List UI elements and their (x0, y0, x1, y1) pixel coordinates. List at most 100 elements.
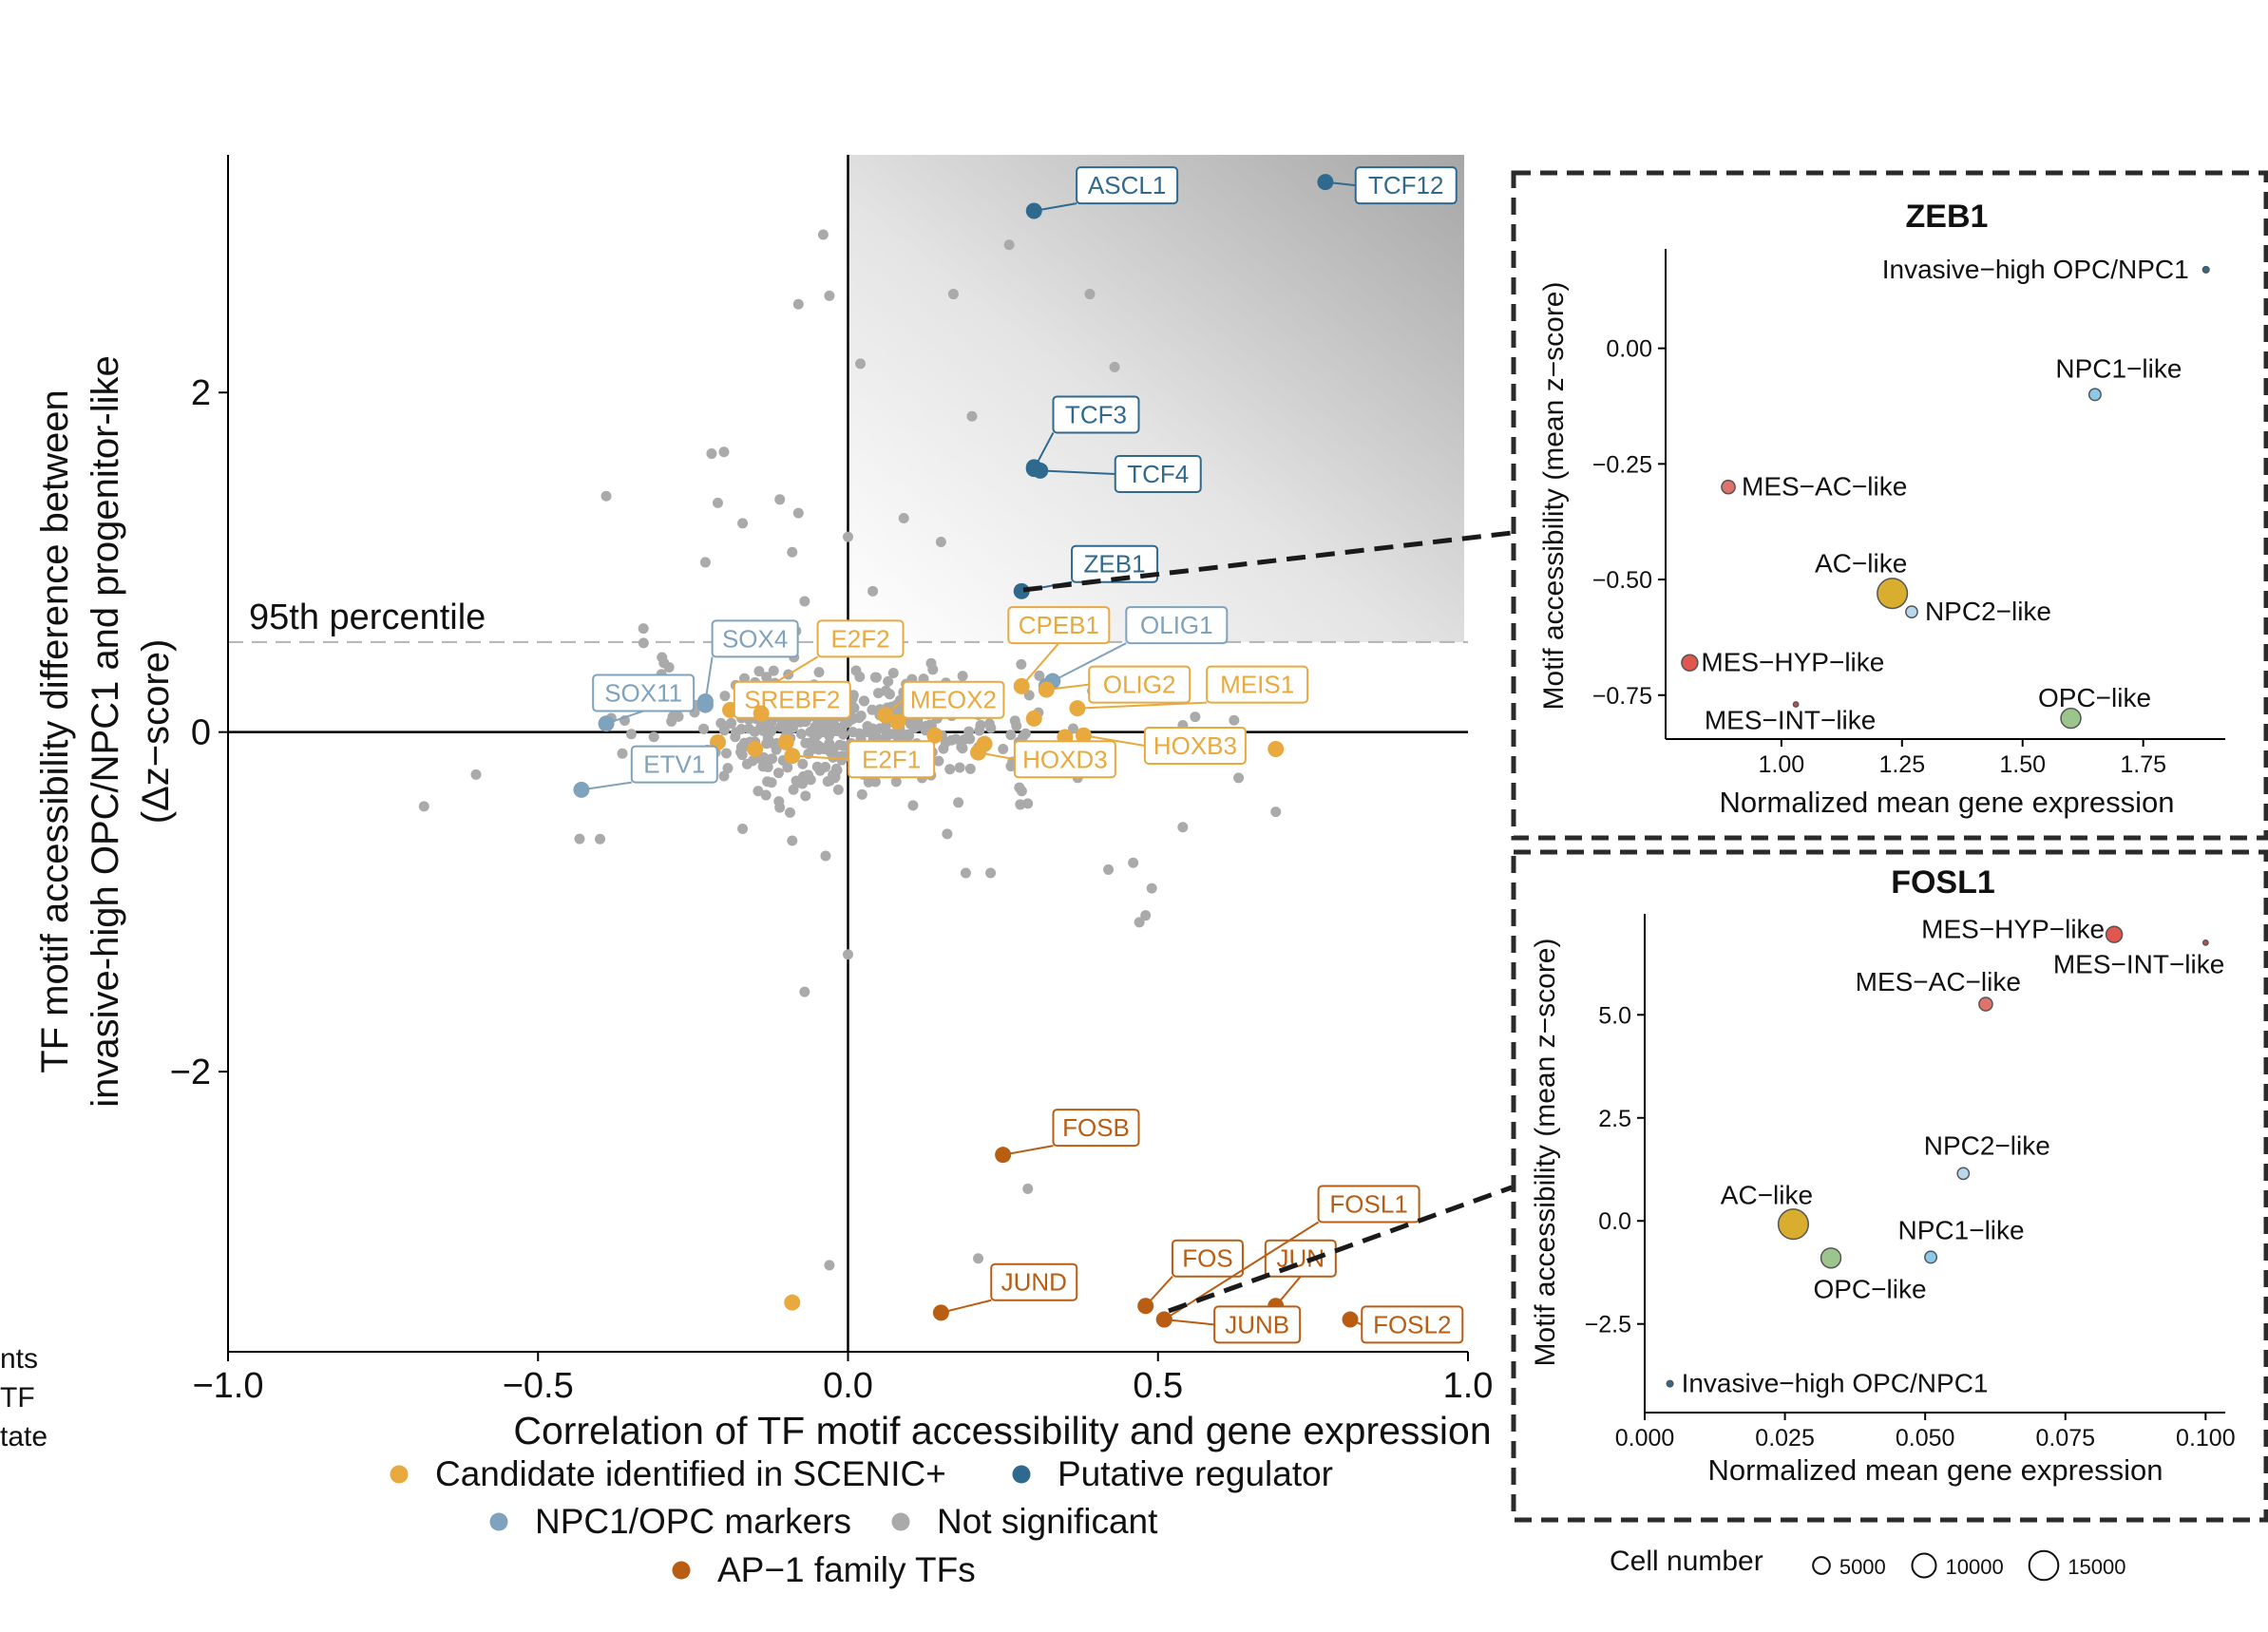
ns-point (1022, 1183, 1034, 1194)
ns-point (753, 666, 765, 677)
ns-point (935, 536, 946, 547)
ns-point (820, 850, 831, 862)
ns-point (883, 675, 894, 687)
inset-point (1978, 996, 1993, 1012)
ns-point (828, 769, 839, 780)
inset-point (1877, 578, 1909, 610)
y-title-line-1: TF motif accessibility difference betwee… (34, 389, 76, 1073)
inset-point-label: NPC2−like (1925, 597, 2051, 626)
leader-line (791, 754, 849, 761)
left-fragment-1: nts (0, 1343, 38, 1375)
ns-point (743, 723, 754, 734)
ap1-point (932, 1304, 949, 1321)
ns-point (924, 719, 936, 731)
ns-point (625, 729, 637, 740)
ns-point (574, 833, 585, 844)
ns-point (887, 729, 899, 740)
ns-point (944, 764, 956, 775)
ns-point (788, 784, 799, 795)
inset-point-label: AC−like (1815, 549, 1907, 579)
ns-point (983, 718, 995, 730)
ns-point (1084, 289, 1096, 300)
ns-point (1022, 798, 1034, 809)
ns-point (843, 531, 853, 542)
main-plot: 95th percentile ASCL1 TCF12 TCF3 TCF4 ZEB1 SO… (34, 155, 1493, 1589)
ns-point (470, 769, 482, 780)
ns-point (1023, 690, 1035, 701)
y-title-line-3: (Δz−score) (135, 639, 177, 825)
ns-point (799, 986, 810, 997)
point-label-tcf4: TCF4 (1127, 460, 1189, 488)
ns-point (954, 762, 965, 773)
ns-point (1233, 772, 1245, 784)
ns-point (872, 688, 884, 699)
point-label-jund: JUND (1001, 1268, 1067, 1297)
fosl1-x-axis-title: Normalized mean gene expression (1707, 1453, 2163, 1487)
ns-point (720, 748, 732, 759)
ns-point (838, 729, 849, 740)
left-fragment-2: TF (0, 1382, 35, 1414)
candidate-point (784, 1294, 801, 1311)
left-fragment-3: tate (0, 1421, 48, 1452)
legend-swatch-marker (489, 1512, 508, 1531)
percentile-label: 95th percentile (249, 598, 486, 637)
ap1-point (1342, 1311, 1359, 1328)
label-box (816, 619, 905, 658)
label-box (592, 674, 696, 712)
inset-y-tick-label: 5.0 (1598, 1002, 1631, 1029)
candidate-point (926, 727, 943, 744)
ns-point (738, 737, 750, 749)
inset-point (2201, 265, 2210, 274)
ns-point (718, 446, 730, 458)
inset-point-label: Invasive−high OPC/NPC1 (1682, 1369, 1989, 1398)
label-box (1071, 544, 1159, 583)
ns-point (856, 788, 867, 800)
inset-point (1777, 1208, 1810, 1241)
putative-point (1013, 582, 1030, 599)
putative-point (1025, 202, 1042, 219)
ns-point (1005, 761, 1017, 772)
inset-x-tick-label: 1.75 (2120, 751, 2166, 778)
inset-point-label: NPC1−like (1898, 1215, 2025, 1244)
label-box (902, 680, 1005, 719)
candidate-point (784, 748, 801, 765)
candidate-point (753, 705, 770, 722)
ns-point (953, 797, 964, 808)
point-label-fos: FOS (1182, 1244, 1232, 1273)
ns-point (820, 761, 831, 772)
ns-point (887, 667, 899, 678)
point-label-e2f1: E2F1 (862, 745, 921, 773)
inset-x-tick-label: 1.50 (1999, 751, 2046, 778)
ns-point (1190, 712, 1201, 723)
point-label-sox4: SOX4 (722, 624, 788, 653)
ns-point (975, 719, 986, 731)
ns-point (813, 667, 825, 678)
ns-point (773, 796, 785, 807)
ns-point (964, 763, 976, 774)
candidate-point (877, 707, 894, 724)
x-tick-label: 0.5 (1133, 1366, 1183, 1406)
inset-y-tick-label: −0.25 (1592, 451, 1652, 478)
ns-point (762, 732, 773, 744)
leader-line (1002, 1145, 1054, 1156)
inset-point (1666, 1379, 1674, 1388)
ns-point (898, 512, 909, 523)
ns-point (774, 494, 786, 505)
ns-point (855, 358, 867, 370)
ns-point (869, 672, 881, 683)
inset-y-tick-label: 0.0 (1598, 1208, 1631, 1235)
label-box (990, 1262, 1078, 1301)
inset-point-label: MES−HYP−like (1701, 648, 1884, 677)
legend-swatch-ap1 (672, 1561, 691, 1580)
size-legend-label: 10000 (1946, 1555, 2004, 1579)
ns-point (812, 740, 824, 751)
label-box (1317, 1185, 1420, 1224)
ns-point (985, 867, 997, 879)
ns-point (718, 770, 730, 782)
ns-point (843, 949, 853, 960)
legend-label-candidate: Candidate identified in SCENIC+ (435, 1454, 946, 1493)
label-box (1052, 395, 1140, 434)
x-tick-label: −0.5 (503, 1366, 574, 1406)
marker-point (573, 781, 590, 798)
ns-point (722, 763, 734, 774)
